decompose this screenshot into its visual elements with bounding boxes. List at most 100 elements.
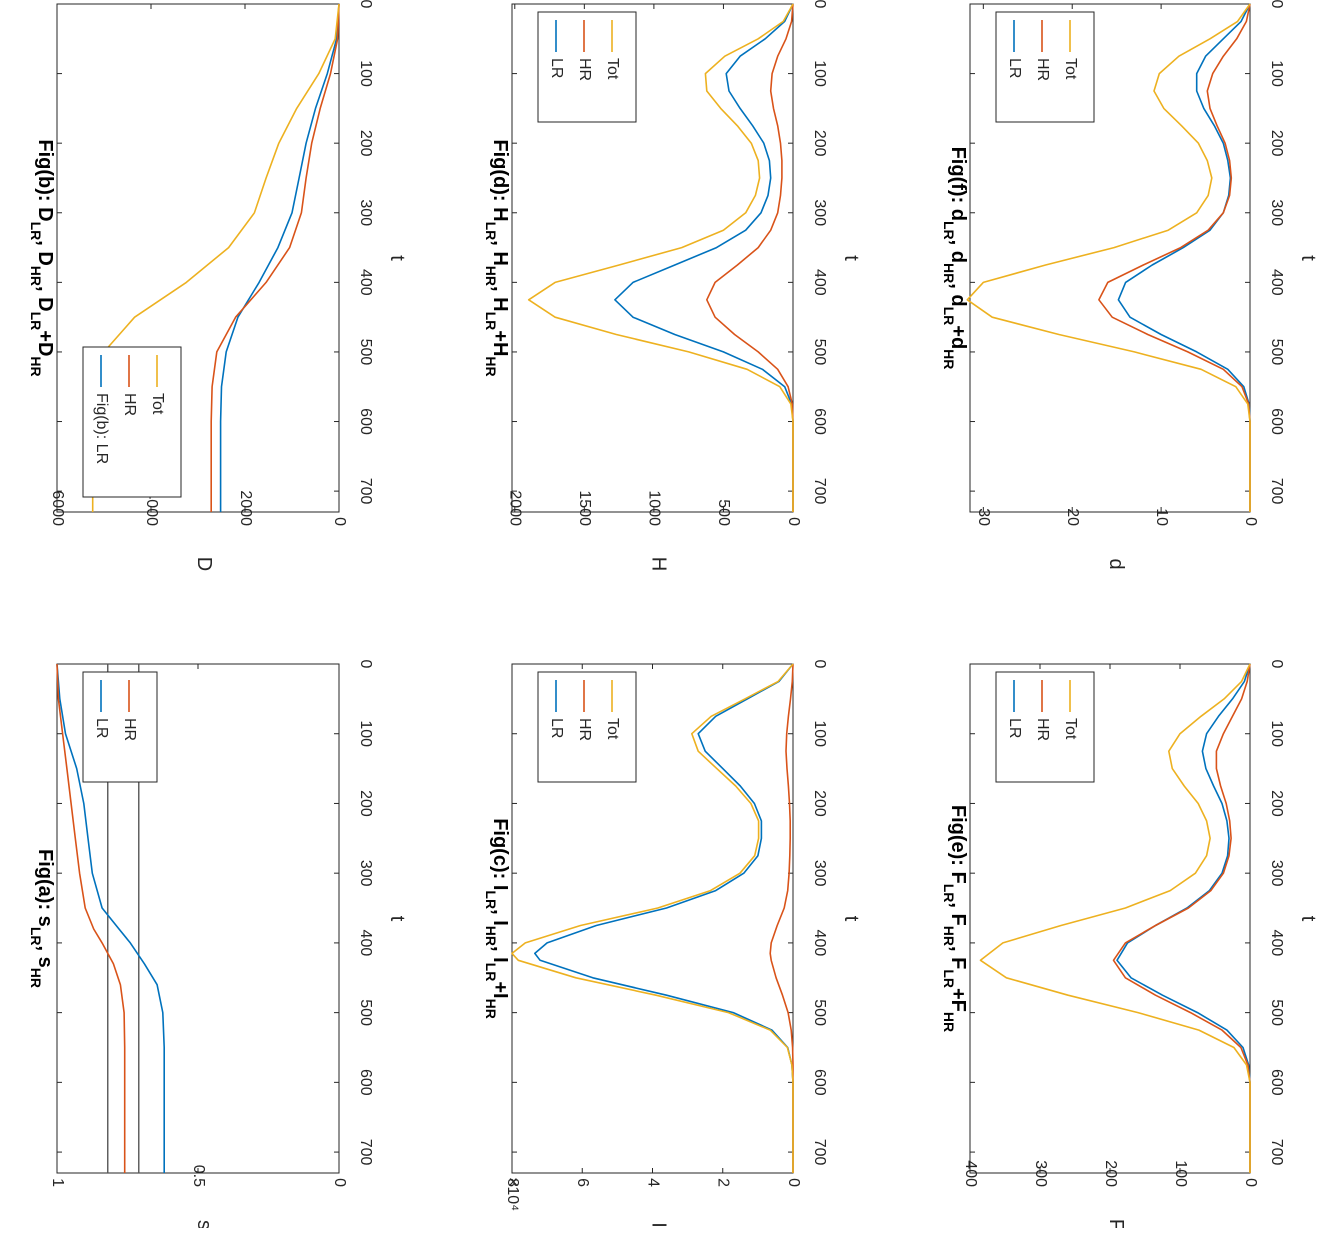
legend-entry: LR (548, 58, 565, 78)
series-line-hr (706, 3, 794, 512)
title-part: , s (34, 945, 56, 967)
legend-entry: LR (1006, 718, 1023, 738)
series-line-lr (1117, 3, 1251, 512)
x-tick-label: 700 (811, 478, 828, 505)
x-tick-label: 300 (1268, 199, 1285, 226)
x-tick-label: 600 (357, 408, 374, 435)
series-line-tot (527, 3, 794, 512)
x-tick-label: 100 (357, 60, 374, 87)
series-line-tot (966, 3, 1251, 512)
x-tick-label: 100 (1268, 60, 1285, 87)
x-tick-label: 300 (811, 860, 828, 887)
legend-entry: HR (1034, 718, 1051, 741)
x-tick-label: 100 (811, 60, 828, 87)
title-part: , I (489, 946, 511, 963)
x-tick-label: 200 (357, 130, 374, 157)
chart-title: Fig(e): FLR, FHR, FLR+FHR (941, 805, 969, 1032)
title-subscript: LR (483, 890, 499, 909)
title-subscript: HR (483, 356, 499, 376)
series-line-hr (1112, 663, 1251, 1173)
x-axis-label: t (386, 255, 408, 261)
y-tick-label: 4000 (143, 490, 160, 526)
x-tick-label: 0 (811, 0, 828, 9)
y-axis-label: I (648, 1222, 670, 1228)
legend-entry: Tot (1062, 58, 1079, 80)
legend-entry: HR (121, 393, 138, 416)
y-tick-label: 0 (785, 517, 802, 526)
x-tick-label: 400 (357, 269, 374, 296)
x-tick-label: 0 (811, 660, 828, 669)
y-tick-label: 4 (644, 1178, 661, 1187)
x-tick-label: 700 (357, 478, 374, 505)
y-tick-label: 0 (1242, 517, 1259, 526)
series-line-lr (1116, 663, 1251, 1173)
series-line-tot (511, 663, 794, 1173)
y-tick-label: 0 (331, 517, 348, 526)
title-part: +d (947, 325, 969, 349)
x-tick-label: 200 (1268, 130, 1285, 157)
chart-title: Fig(b): DLR, DHR, DLR+DHR (28, 139, 56, 376)
legend-box (82, 671, 158, 783)
x-tick-label: 200 (357, 790, 374, 817)
x-tick-label: 200 (811, 790, 828, 817)
legend-entry: LR (93, 718, 110, 738)
title-subscript: LR (483, 963, 499, 982)
y-axis-label: F (1105, 1219, 1127, 1228)
chart-title: Fig(c): ILR, IHR, ILR+IHR (483, 818, 511, 1019)
legend-box (995, 671, 1095, 783)
title-part: , d (947, 240, 969, 263)
x-tick-label: 500 (357, 999, 374, 1026)
legend-box (995, 11, 1095, 123)
title-subscript: HR (483, 999, 499, 1019)
x-tick-label: 500 (357, 339, 374, 366)
x-tick-label: 300 (1268, 860, 1285, 887)
x-tick-label: 400 (357, 930, 374, 957)
title-part: , F (947, 902, 969, 925)
x-tick-label: 700 (811, 1139, 828, 1166)
axes-frame (511, 3, 794, 513)
y-tick-label: 2 (715, 1178, 732, 1187)
series-line-lr (614, 3, 794, 512)
title-subscript: LR (483, 222, 499, 241)
title-part: Fig(e): F (947, 805, 969, 884)
series-line-lr (56, 663, 165, 1173)
y-tick-label: 1500 (576, 490, 593, 526)
title-part: Fig(c): I (489, 818, 511, 890)
x-tick-label: 0 (1268, 660, 1285, 669)
series-line-hr (1098, 3, 1251, 512)
x-tick-label: 400 (1268, 930, 1285, 957)
x-tick-label: 600 (1268, 1069, 1285, 1096)
title-part: , F (947, 946, 969, 969)
y-tick-label: 6 (574, 1178, 591, 1187)
title-subscript: HR (483, 266, 499, 286)
legend-entry: HR (121, 718, 138, 741)
axes-frame (969, 3, 1251, 513)
y-tick-label: 200 (1102, 1160, 1119, 1187)
title-part: , d (947, 283, 969, 306)
x-tick-label: 0 (357, 0, 374, 9)
title-subscript: LR (941, 221, 957, 240)
title-subscript: HR (483, 926, 499, 946)
y-tick-label: 300 (1032, 1160, 1049, 1187)
panel-e: 0 100 200 300 400 500 600 700 0 100 200 300 400 t F Fig… (941, 660, 1319, 1232)
panel-c: 0 100 200 300 400 500 600 700 0 2 4 6 8 t I ×10⁴ Fig(c):… (483, 660, 862, 1228)
y-tick-label: 500 (715, 499, 732, 526)
y-tick-label: 0 (1242, 1178, 1259, 1187)
x-axis-label: t (840, 916, 862, 922)
chart-title: Fig(d): HLR, HHR, HLR+HHR (483, 139, 511, 376)
x-tick-label: 600 (811, 1069, 828, 1096)
title-subscript: HR (28, 968, 44, 988)
x-tick-label: 500 (811, 339, 828, 366)
y-tick-label: 20 (1064, 508, 1081, 526)
y-tick-label: 10 (1153, 508, 1170, 526)
legend-entry: LR (548, 718, 565, 738)
y-tick-label: 1000 (646, 490, 663, 526)
x-tick-label: 600 (1268, 408, 1285, 435)
x-axis-label: t (840, 255, 862, 261)
legend-entry: Tot (604, 58, 621, 80)
title-part: Fig(a): s (34, 849, 56, 927)
legend-box (537, 671, 637, 783)
legend-entry: HR (1034, 58, 1051, 81)
